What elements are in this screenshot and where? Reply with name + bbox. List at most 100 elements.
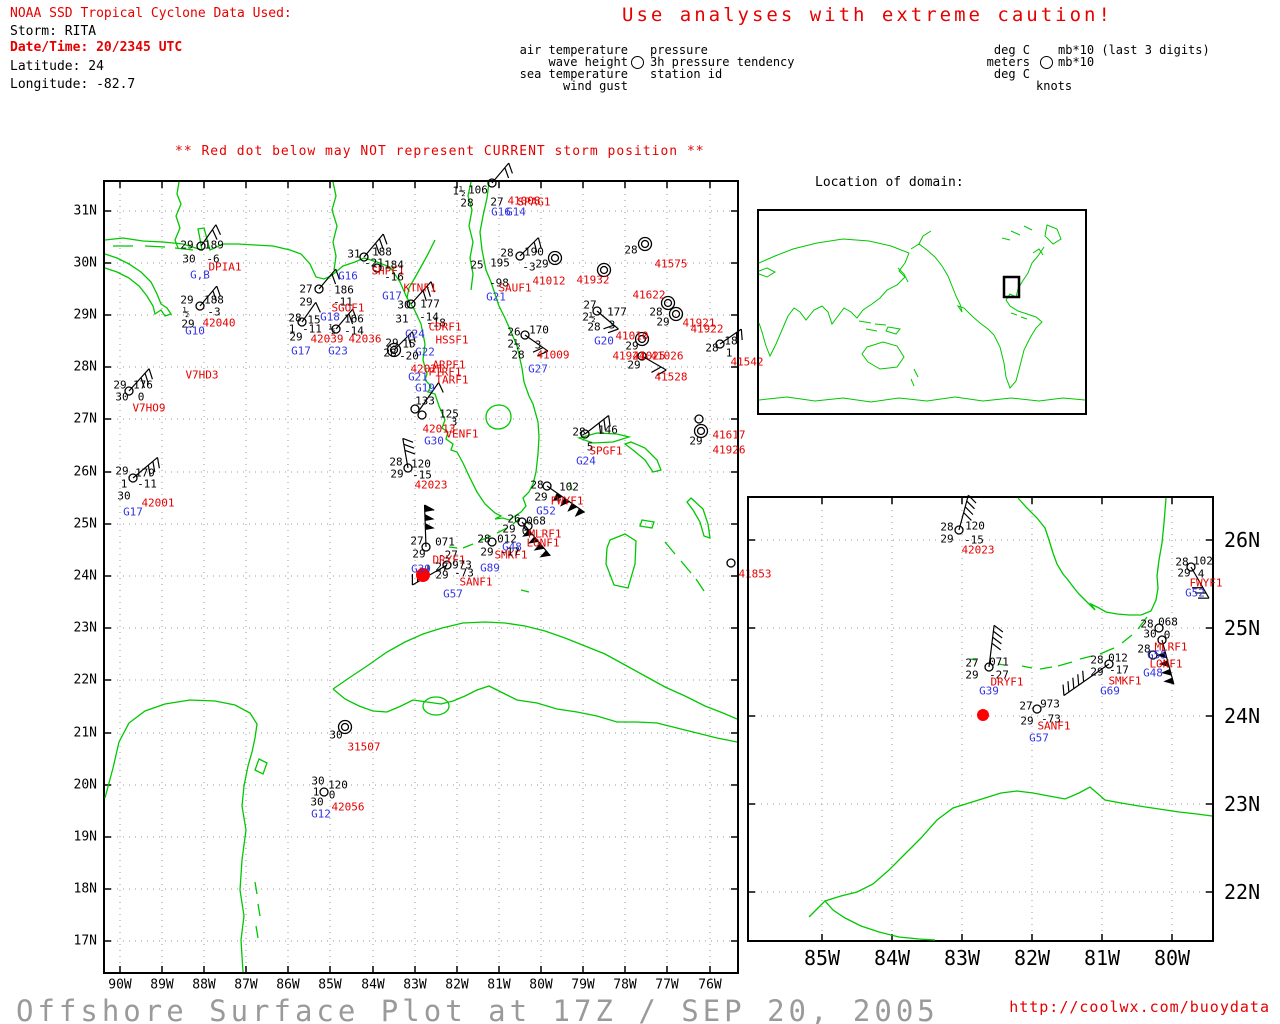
station-id-label: PTRF1 bbox=[428, 365, 462, 379]
station-value: 27 bbox=[1019, 699, 1033, 713]
station-value: 176 bbox=[133, 378, 153, 392]
station-value: 068 bbox=[1158, 615, 1178, 629]
legend-label: meters bbox=[986, 55, 1030, 69]
station-value: 29 bbox=[180, 293, 194, 307]
buoy-id-label: G48 bbox=[1143, 666, 1163, 680]
lon-axis-label: 80W bbox=[529, 977, 553, 993]
station-id-label: 42039 bbox=[310, 332, 344, 346]
buoy-id-label: G69 bbox=[1100, 684, 1120, 698]
buoy-id-label: G10 bbox=[185, 324, 205, 338]
station-value: 29 bbox=[113, 378, 127, 392]
station-id-label: HSSF1 bbox=[435, 333, 469, 347]
lat-axis-label: 17N bbox=[73, 933, 97, 949]
station-id-label: DPIA1 bbox=[208, 260, 242, 274]
station-value: 102 bbox=[1193, 554, 1213, 568]
station-id-label: SGOF1 bbox=[331, 301, 365, 315]
station-id-label: VENF1 bbox=[445, 427, 479, 441]
station-value: -6 bbox=[206, 252, 220, 266]
lon-axis-label: 82W bbox=[445, 977, 469, 993]
station-id-label: 41026 bbox=[650, 349, 684, 363]
station-value: 28 bbox=[572, 425, 586, 439]
buoy-id-label: G27 bbox=[528, 362, 548, 376]
station-id-label: 42056 bbox=[331, 800, 365, 814]
station-id-label: MLRF1 bbox=[528, 527, 562, 541]
station-id-label: 41528 bbox=[654, 370, 688, 384]
source-url-link[interactable]: http://coolwx.com/buoydata bbox=[1009, 998, 1270, 1016]
buoy-id-label: G19 bbox=[415, 381, 435, 395]
station-value: 28 bbox=[530, 478, 544, 492]
buoy-id-label: G21 bbox=[486, 290, 506, 304]
station-value: 120 bbox=[965, 519, 985, 533]
station-value: 28 bbox=[511, 348, 525, 362]
station-value: 28 bbox=[1090, 653, 1104, 667]
station-value: 30 bbox=[1143, 627, 1157, 641]
station-id-label: SANF1 bbox=[459, 575, 493, 589]
station-id-label: 42021 bbox=[410, 362, 444, 376]
station-id-label: 41009 bbox=[536, 348, 570, 362]
station-value: 3 bbox=[534, 338, 542, 352]
station-id-label: CDRF1 bbox=[428, 320, 462, 334]
station-value: 27 bbox=[583, 298, 597, 312]
station-id-label: V7HD3 bbox=[185, 368, 219, 382]
station-value: 25 bbox=[470, 258, 484, 272]
buoy-id-label: G57 bbox=[1029, 731, 1049, 745]
station-value: 195 bbox=[490, 256, 510, 270]
station-value: 29 bbox=[625, 339, 639, 353]
station-value: ½ bbox=[182, 305, 190, 319]
station-id-label: 41622 bbox=[632, 288, 666, 302]
station-value: 27 bbox=[965, 656, 979, 670]
station-id-label: 41012 bbox=[532, 274, 566, 288]
station-value: 1 bbox=[288, 322, 296, 336]
station-id-label: FWYF1 bbox=[550, 494, 584, 508]
station-id-label: 41924 bbox=[612, 349, 646, 363]
lat-axis-label: 31N bbox=[73, 203, 97, 219]
station-value: 190 bbox=[524, 245, 544, 259]
buoy-id-label: G,B bbox=[190, 268, 210, 282]
station-id-label: TARF1 bbox=[435, 373, 469, 387]
station-value: 29 bbox=[1090, 665, 1104, 679]
legend-label: 3h pressure tendency bbox=[650, 55, 795, 69]
station-value: 29 bbox=[181, 317, 195, 331]
station-id-label: FWYF1 bbox=[1189, 576, 1223, 590]
lon-axis-label: 89W bbox=[150, 977, 174, 993]
buoy-id-label: G48 bbox=[502, 540, 522, 554]
station-id-label: SPGF1 bbox=[589, 444, 623, 458]
legend-label: mb*10 (last 3 digits) bbox=[1058, 43, 1210, 57]
buoy-id-label: G17 bbox=[382, 289, 402, 303]
storm-position-warning: ** Red dot below may NOT represent CURRE… bbox=[175, 144, 705, 159]
station-value: 30 bbox=[310, 795, 324, 809]
legend-label: deg C bbox=[993, 67, 1030, 81]
station-value: -98 bbox=[489, 276, 509, 290]
station-value: 26 bbox=[507, 512, 521, 526]
station-id-label: 41025 bbox=[632, 349, 666, 363]
header-datetime: Date/Time: 20/2345 UTC bbox=[10, 40, 183, 55]
station-id-label: ARPF1 bbox=[432, 358, 466, 372]
station-value: 27 bbox=[299, 282, 313, 296]
station-value: 125 bbox=[439, 407, 459, 421]
station-id-label: LONF1 bbox=[1149, 657, 1183, 671]
station-value: 012 bbox=[1108, 651, 1128, 665]
lat-axis-label: 24N bbox=[1224, 704, 1261, 728]
world-inset-map bbox=[757, 209, 1087, 415]
lon-axis-label: 84W bbox=[361, 977, 385, 993]
station-value: 29 bbox=[627, 358, 641, 372]
station-value: -27 bbox=[438, 548, 458, 562]
station-value: 177 bbox=[420, 297, 440, 311]
lon-axis-label: 79W bbox=[571, 977, 595, 993]
buoy-id-label: G16 bbox=[338, 269, 358, 283]
station-id-label: LONF1 bbox=[526, 536, 560, 550]
station-value: 28 bbox=[288, 311, 302, 325]
main-surface-map: 31N 30N 29N 28N 27N 26N 25N 24N 23N 22N 21N 20N 19N 1… bbox=[74, 162, 772, 993]
station-value: 012 bbox=[497, 532, 517, 546]
station-value: 184 bbox=[384, 258, 404, 272]
station-id-label: 41922 bbox=[690, 322, 724, 336]
station-value: 071 bbox=[435, 535, 455, 549]
lon-axis-label: 77W bbox=[655, 977, 679, 993]
station-value: 4 bbox=[553, 492, 561, 506]
buoy-id-label: G39 bbox=[979, 684, 999, 698]
storm-position-dot bbox=[416, 568, 430, 582]
station-value: 120 bbox=[411, 457, 431, 471]
station-value: 29 bbox=[656, 315, 670, 329]
station-value: -20 bbox=[399, 349, 419, 363]
